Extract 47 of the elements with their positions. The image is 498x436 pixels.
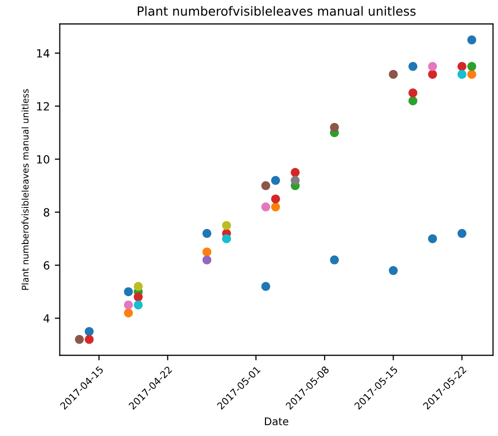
point bbox=[271, 176, 280, 185]
point bbox=[467, 35, 476, 44]
point bbox=[134, 282, 143, 291]
point bbox=[134, 300, 143, 310]
point bbox=[271, 194, 280, 204]
point bbox=[222, 220, 232, 230]
point bbox=[290, 176, 300, 185]
point bbox=[202, 228, 212, 238]
point bbox=[202, 247, 212, 256]
y-tick-label: 4 bbox=[44, 314, 50, 322]
y-tick-label: 6 bbox=[44, 261, 50, 270]
point bbox=[124, 287, 133, 296]
point bbox=[84, 326, 94, 336]
point bbox=[428, 234, 438, 244]
y-tick-label: 14 bbox=[37, 49, 50, 58]
point bbox=[408, 88, 418, 98]
point bbox=[261, 181, 270, 190]
y-axis-title: Plant numberofvisibleleaves manual unitless bbox=[22, 89, 29, 290]
point bbox=[388, 70, 398, 79]
point bbox=[428, 70, 438, 79]
y-tick-label: 12 bbox=[37, 102, 49, 110]
point bbox=[84, 334, 94, 344]
point bbox=[408, 62, 418, 71]
point bbox=[124, 308, 133, 318]
point bbox=[124, 300, 133, 310]
point bbox=[457, 62, 466, 71]
point bbox=[467, 70, 476, 79]
point bbox=[271, 202, 280, 212]
y-tick-label: 10 bbox=[37, 155, 50, 164]
point bbox=[290, 168, 300, 177]
point bbox=[202, 255, 212, 264]
point bbox=[408, 96, 418, 106]
point bbox=[457, 228, 466, 238]
x-axis-title: Date bbox=[264, 418, 288, 426]
point bbox=[330, 122, 339, 132]
point bbox=[222, 234, 232, 244]
point bbox=[467, 62, 476, 71]
point bbox=[261, 202, 270, 212]
chart-title: Plant numberofvisibleleaves manual unitless bbox=[138, 6, 416, 16]
point bbox=[330, 255, 339, 264]
y-tick-label: 8 bbox=[44, 208, 50, 217]
point bbox=[457, 70, 466, 79]
point bbox=[134, 292, 143, 302]
point bbox=[428, 62, 438, 71]
point bbox=[74, 334, 84, 344]
point bbox=[388, 266, 398, 276]
point bbox=[261, 282, 270, 291]
